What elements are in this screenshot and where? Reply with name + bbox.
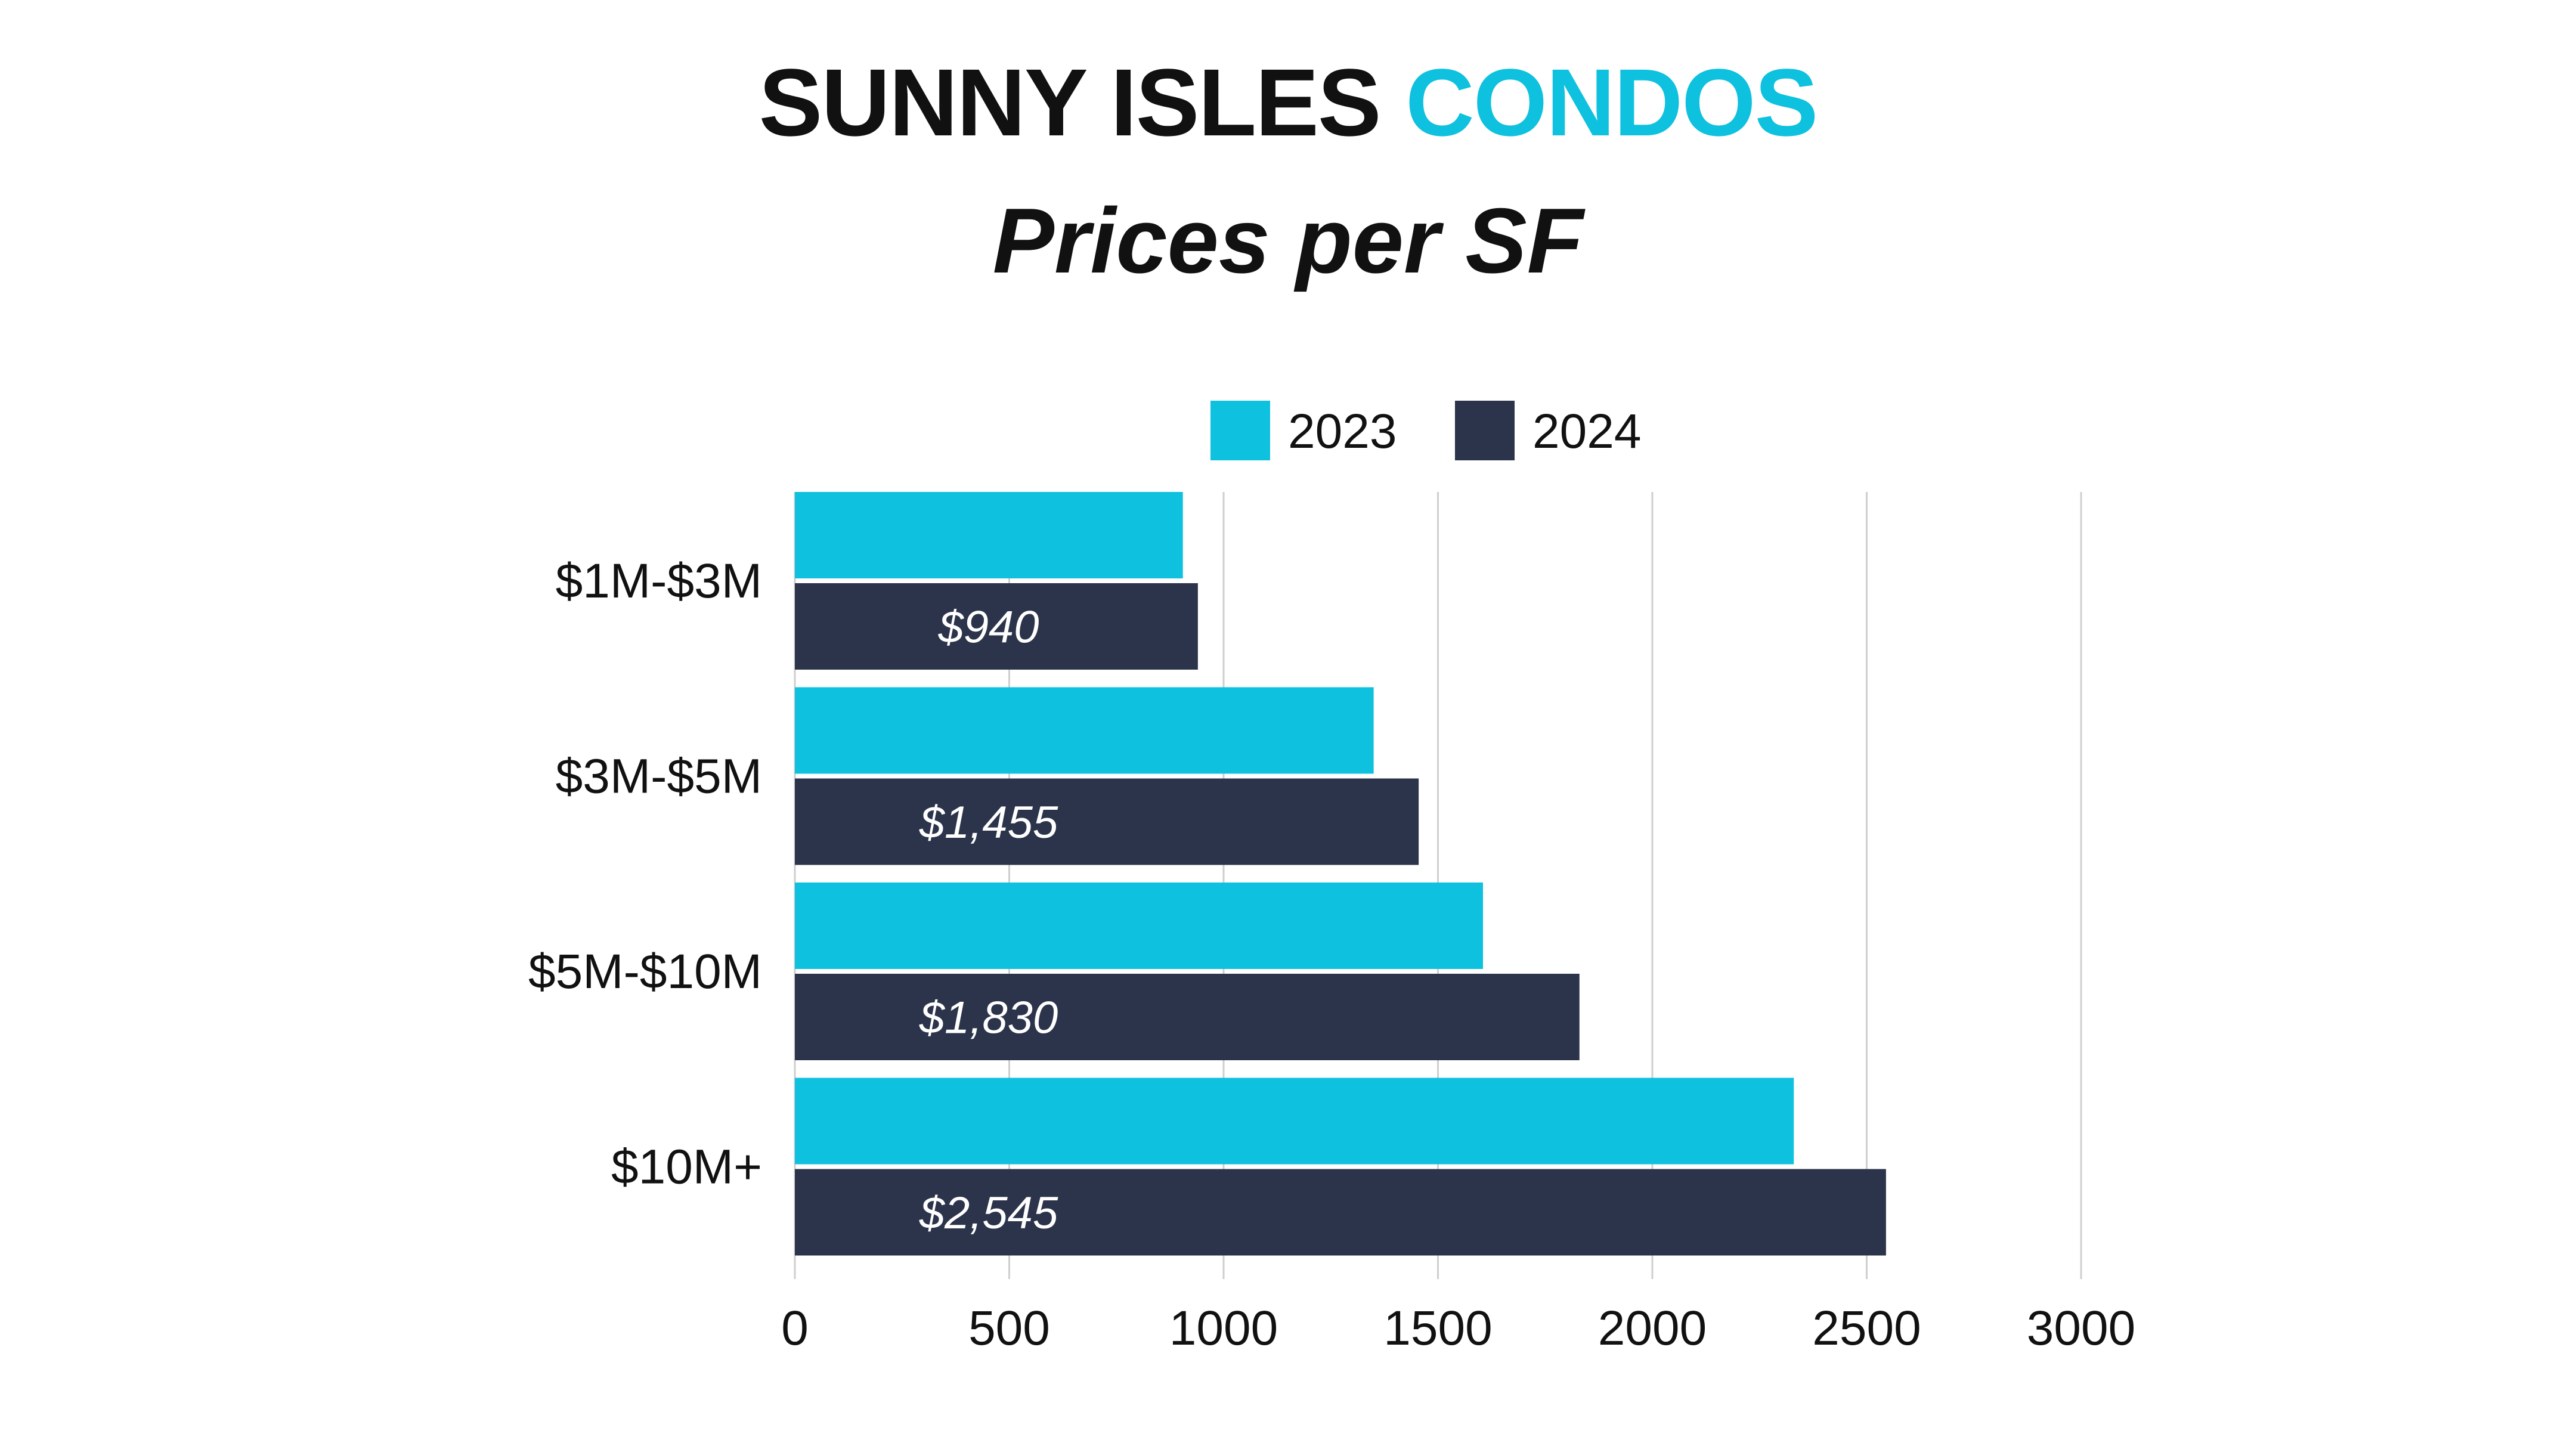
x-tick-label: 1000 xyxy=(1169,1301,1278,1355)
data-label: $1,830 xyxy=(919,993,1058,1044)
bar-2023 xyxy=(795,883,1483,969)
title-accent: CONDOS xyxy=(1405,49,1818,156)
x-tick-label: 2000 xyxy=(1598,1301,1707,1355)
data-label: $1,455 xyxy=(919,797,1058,848)
y-category-label: $5M-$10M xyxy=(528,945,762,999)
y-category-label: $1M-$3M xyxy=(556,554,762,608)
bar-2024 xyxy=(795,974,1580,1060)
legend-label: 2024 xyxy=(1532,404,1641,459)
bar-2023 xyxy=(795,687,1374,774)
y-category-label: $10M+ xyxy=(611,1140,762,1194)
x-tick-label: 500 xyxy=(968,1301,1050,1355)
x-tick-label: 3000 xyxy=(2027,1301,2135,1355)
x-tick-label: 1500 xyxy=(1383,1301,1492,1355)
bar-2024 xyxy=(795,583,1198,670)
data-label: $940 xyxy=(937,602,1039,653)
data-label: $2,545 xyxy=(919,1188,1058,1239)
bar-2023 xyxy=(795,1078,1794,1165)
y-category-label: $3M-$5M xyxy=(556,750,762,804)
chart-subtitle: Prices per SF xyxy=(992,189,1584,292)
x-tick-label: 2500 xyxy=(1812,1301,1921,1355)
legend-swatch xyxy=(1455,401,1515,460)
bar-2023 xyxy=(795,492,1183,578)
legend-label: 2023 xyxy=(1288,404,1397,459)
bar-2024 xyxy=(795,1169,1886,1256)
chart-title: SUNNY ISLES CONDOS xyxy=(0,48,2576,157)
bar-2024 xyxy=(795,778,1419,865)
x-tick-label: 0 xyxy=(781,1301,809,1355)
title-main: SUNNY ISLES xyxy=(758,49,1382,156)
legend-swatch xyxy=(1210,401,1270,460)
